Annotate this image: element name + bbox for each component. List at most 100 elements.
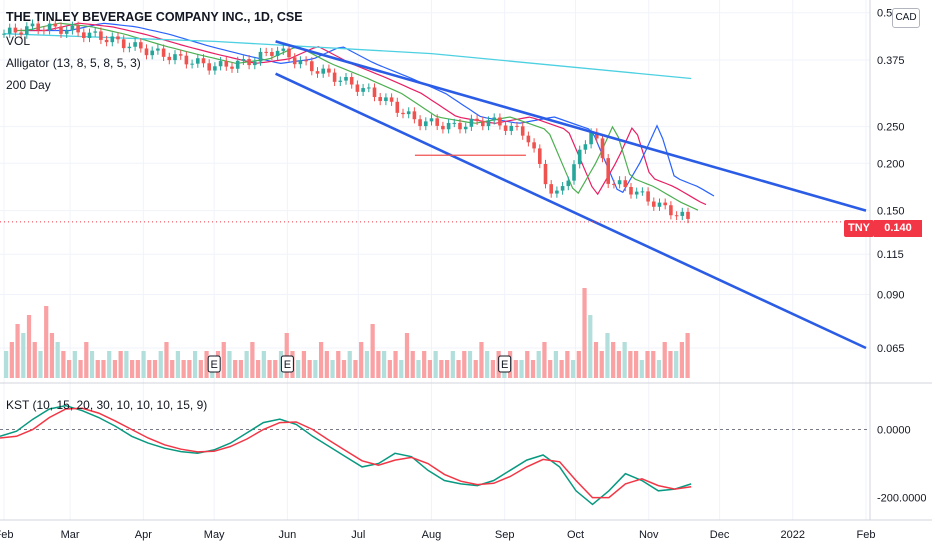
volume-bar (599, 351, 604, 378)
kst-signal-line (0, 407, 692, 499)
volume-bar (387, 360, 392, 378)
candle-body (127, 46, 132, 49)
legend-alligator[interactable]: Alligator (13, 8, 5, 8, 5, 3) (6, 56, 141, 70)
candle-body (680, 211, 685, 216)
candle-body (452, 122, 457, 124)
candle-body (224, 61, 229, 67)
volume-bar (485, 351, 490, 378)
alligator-lips-line (14, 22, 699, 211)
kst-tick-label: -200.0000 (877, 493, 927, 505)
volume-bar (129, 360, 135, 378)
y-tick-label: 0.115 (877, 249, 904, 261)
candle-body (230, 66, 234, 69)
candle-body (76, 25, 80, 33)
volume-bar (38, 351, 43, 378)
volume-bar (444, 360, 450, 378)
volume-bar (359, 342, 364, 378)
volume-bar (261, 351, 266, 378)
earnings-marker-label: E (501, 359, 508, 371)
volume-bar (427, 360, 433, 378)
candle-body (36, 23, 40, 31)
candle-body (509, 125, 514, 131)
y-tick-label: 0.150 (877, 206, 905, 218)
candle-body (258, 51, 263, 62)
volume-bar (668, 351, 673, 378)
candle-body (213, 66, 217, 71)
candle-body (19, 32, 23, 35)
volume-bar (307, 360, 312, 378)
candle-body (287, 48, 291, 58)
ma-200-day-line (3, 33, 692, 80)
legend-kst[interactable]: KST (10, 15, 20, 30, 10, 10, 10, 15, 9) (6, 398, 208, 412)
legend-vol[interactable]: VOL (6, 34, 31, 48)
volume-bar (336, 351, 341, 378)
candle-body (520, 126, 525, 136)
candle-body (634, 191, 639, 195)
candle-body (64, 30, 69, 34)
volume-bar (542, 342, 547, 378)
volume-bar (44, 306, 49, 378)
candle-body (270, 52, 274, 56)
candle-body (70, 25, 75, 31)
candle-body (59, 26, 63, 34)
kst-line (0, 404, 692, 506)
volume-bar (513, 360, 518, 378)
candle-body (395, 101, 400, 113)
volume-bar (101, 360, 106, 378)
candle-body (384, 97, 388, 102)
earnings-marker-box (280, 355, 294, 373)
candle-body (304, 60, 308, 62)
candle-body (646, 191, 650, 202)
volume-bar (118, 351, 123, 378)
candle-body (184, 55, 189, 65)
candle-body (87, 32, 92, 38)
candle-body (577, 149, 582, 165)
candle-body (617, 180, 622, 185)
candle-body (332, 72, 337, 82)
candle-body (116, 36, 120, 40)
candle-body (424, 121, 428, 127)
volume-bar (479, 342, 484, 378)
candle-body (344, 77, 348, 81)
candle-body (190, 63, 194, 65)
x-tick-label: Mar (61, 529, 80, 541)
legend-200-day[interactable]: 200 Day (6, 78, 51, 92)
candle-body (253, 61, 257, 66)
candle-body (178, 54, 183, 56)
volume-bar (616, 351, 622, 378)
volume-bar (565, 351, 570, 378)
volume-bar (4, 351, 9, 378)
trendlines[interactable] (275, 40, 867, 350)
volume-bar (296, 360, 301, 378)
x-tick-label: Oct (567, 529, 584, 541)
candle-body (13, 27, 18, 33)
volume-bar (605, 333, 610, 378)
volume-bar (536, 351, 541, 378)
moving-averages (3, 22, 715, 211)
volume-bar (158, 351, 163, 378)
candle-body (110, 36, 115, 43)
volume-bar (318, 342, 324, 378)
y-tick-label: 0.375 (877, 55, 905, 67)
candle-body (25, 26, 29, 35)
candle-body (292, 57, 297, 65)
candle-body (543, 163, 548, 185)
candle-body (298, 60, 303, 65)
volume-bar (416, 360, 421, 378)
x-tick-label: Feb (857, 529, 876, 541)
volume-bar (164, 342, 169, 378)
currency-badge[interactable]: CAD (892, 8, 920, 28)
x-tick-label: Jul (351, 529, 365, 541)
volume-bar (393, 351, 398, 378)
candle-body (173, 54, 177, 61)
volume-bar (204, 351, 209, 378)
volume-bar (450, 351, 455, 378)
volume-bar (433, 351, 438, 378)
volume-bar (175, 351, 181, 378)
x-tick-label: Sep (495, 529, 515, 541)
volume-bar (656, 360, 662, 378)
volume-bar (559, 360, 564, 378)
volume-bar (370, 324, 375, 378)
